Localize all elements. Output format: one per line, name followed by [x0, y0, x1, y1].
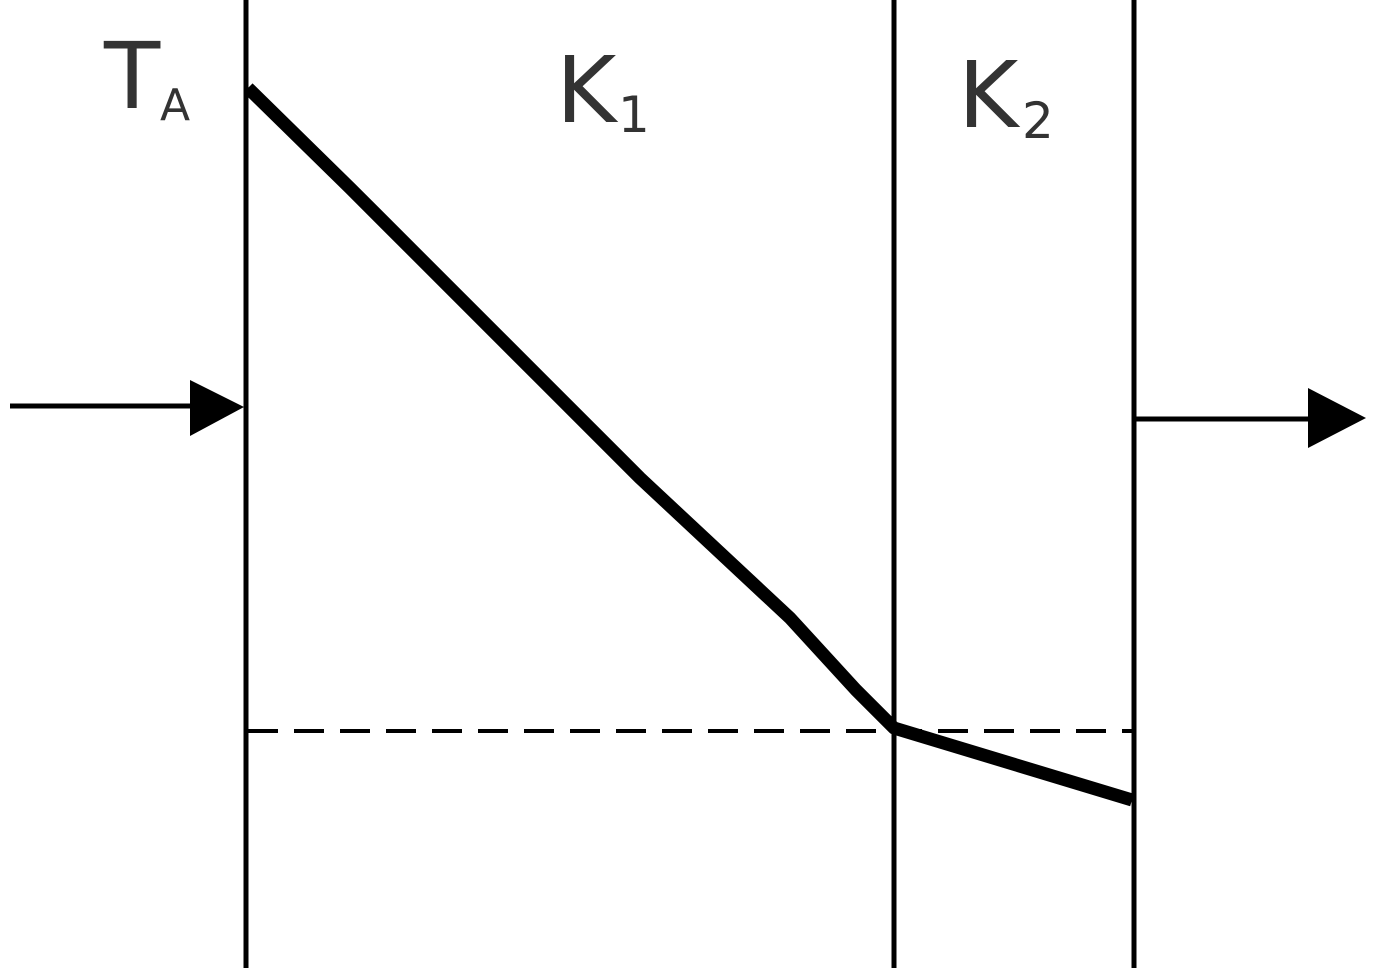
temperature-label: TA — [103, 23, 190, 131]
layer2-conductivity-label: K2 — [958, 42, 1054, 150]
temperature-profile-line — [243, 83, 1134, 807]
heat-flow-out-arrow — [1136, 388, 1366, 448]
layer1-conductivity-label: K1 — [556, 37, 650, 144]
heat-flow-in-arrow — [10, 380, 244, 436]
